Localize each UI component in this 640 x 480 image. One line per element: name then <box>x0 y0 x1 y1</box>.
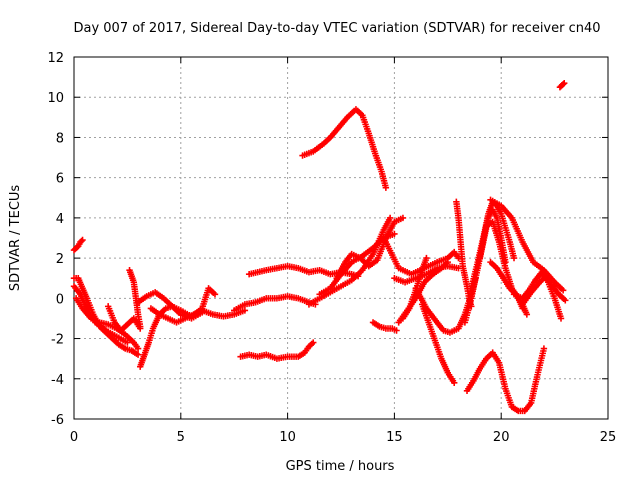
data-point <box>523 311 531 318</box>
data-point <box>540 345 548 352</box>
data-point <box>241 307 249 314</box>
data-point <box>124 339 131 346</box>
y-tick-label: 6 <box>56 172 64 187</box>
y-tick-label: -6 <box>51 413 64 428</box>
data-point <box>134 345 142 352</box>
data-point <box>391 230 398 238</box>
data-point <box>423 254 430 262</box>
data-point <box>211 291 219 298</box>
x-tick-label: 20 <box>493 430 510 445</box>
y-tick-label: 12 <box>47 51 64 66</box>
data-point <box>137 323 144 330</box>
x-axis-label: GPS time / hours <box>286 459 395 474</box>
data-point <box>510 254 518 262</box>
series-arc-14-15h-low <box>369 319 400 334</box>
x-tick-label: 25 <box>600 430 617 445</box>
series-arc-4h <box>147 305 249 326</box>
data-marks <box>70 79 569 415</box>
x-tick-label: 10 <box>279 430 296 445</box>
series-arc-20-22h-f <box>510 268 565 322</box>
y-tick-label: 2 <box>56 252 64 267</box>
series-arc-19-21h-d <box>487 258 531 318</box>
data-point <box>399 214 407 222</box>
series-arc-19-22h-low <box>463 345 548 415</box>
chart-title: Day 007 of 2017, Sidereal Day-to-day VTE… <box>73 21 600 36</box>
data-point <box>134 351 142 358</box>
data-point <box>444 258 451 266</box>
data-point <box>382 184 390 191</box>
data-point <box>557 315 565 322</box>
x-tick-label: 5 <box>177 430 185 445</box>
data-point <box>310 339 317 346</box>
x-tick-labels: 0 5 10 15 20 25 <box>70 430 616 445</box>
y-tick-labels: -6 -4 -2 0 2 4 6 8 10 12 <box>47 51 64 428</box>
data-point <box>451 379 458 386</box>
data-point <box>559 80 567 88</box>
data-point <box>78 237 85 245</box>
series-arc-early-mid <box>70 283 131 346</box>
series-arc-16-18h-deep <box>418 301 458 386</box>
y-tick-label: -4 <box>51 373 64 388</box>
series-arc-11-14h-high <box>299 106 390 191</box>
y-tick-label: -2 <box>51 333 64 348</box>
data-point <box>393 327 400 334</box>
series-arc-15-17h-d <box>399 254 430 322</box>
y-tick-label: 0 <box>56 292 64 307</box>
data-point <box>386 214 394 222</box>
series-arc-21-23h-g <box>519 273 569 308</box>
y-tick-label: 10 <box>47 91 64 106</box>
data-point <box>559 287 567 294</box>
x-tick-label: 0 <box>70 430 78 445</box>
series-arc-early-drop <box>70 275 142 358</box>
y-axis-label: SDTVAR / TECUs <box>8 185 23 292</box>
y-tick-label: 8 <box>56 131 64 146</box>
y-tick-label: 4 <box>56 212 64 227</box>
axis-ticks <box>73 56 609 420</box>
plot-frame <box>73 56 609 420</box>
series-arc-early-high <box>70 236 86 254</box>
grid-lines <box>74 57 608 419</box>
data-point <box>455 254 462 262</box>
data-point <box>79 236 86 244</box>
data-point <box>562 297 569 304</box>
series-arc-7-12h <box>231 293 319 314</box>
x-tick-label: 15 <box>386 430 403 445</box>
series-arc-8-11h-low <box>237 339 317 362</box>
series-arc-22.8h-isolated <box>556 79 568 91</box>
data-point <box>561 79 568 87</box>
